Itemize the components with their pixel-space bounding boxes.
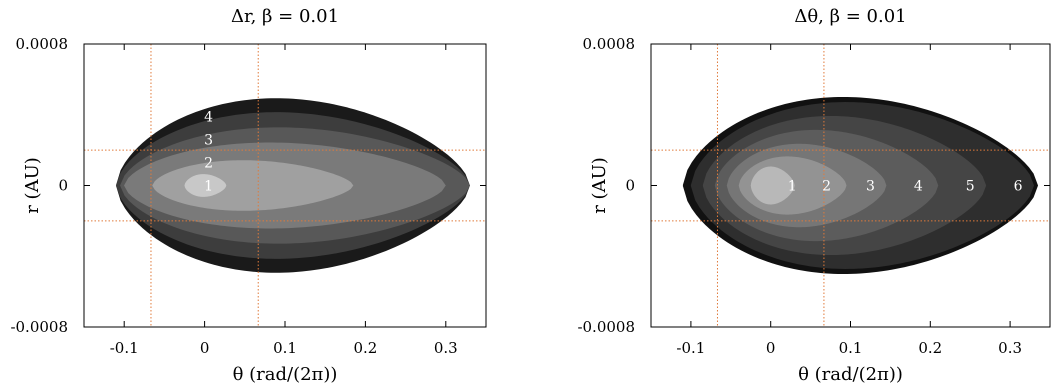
plot-area: 6 5 4 3 2 1	[84, 44, 486, 327]
x-tick-label: -0.1	[676, 339, 705, 357]
contour-label-4: 4	[204, 110, 213, 126]
contour-label-6: 6	[204, 64, 213, 80]
contour-label-5: 5	[204, 87, 213, 103]
y-tick-label: 0	[625, 177, 635, 195]
y-tick-label: 0	[58, 177, 68, 195]
x-axis-label: θ (rad/(2π))	[233, 364, 338, 385]
contour-label-4: 4	[914, 179, 923, 195]
y-tick-label: -0.0008	[10, 318, 68, 336]
x-tick-label: 0.3	[998, 339, 1022, 357]
contour-label-3: 3	[866, 179, 875, 195]
contour-label-2: 2	[204, 156, 213, 172]
contour-label-2: 2	[822, 179, 831, 195]
contour-region-2	[152, 160, 354, 211]
chart-title: Δr, β = 0.01	[231, 6, 339, 27]
contour-label-1: 1	[204, 179, 213, 195]
x-tick-label: 0	[766, 339, 776, 357]
x-tick-label: 0	[200, 339, 210, 357]
x-tick-label: 0.2	[918, 339, 942, 357]
plot-area: 1 2 3 4 5 6	[651, 44, 1050, 327]
chart-title: Δθ, β = 0.01	[794, 6, 906, 27]
chart-panel-1: 6 5 4 3 2 1 -0.1 0 0.1 0.2 0.3 -0.0008 0 0.0008 Δr, β …	[10, 6, 487, 385]
contour-label-5: 5	[966, 179, 975, 195]
contour-region-1	[750, 166, 795, 205]
y-axis-label: r (AU)	[589, 157, 610, 214]
x-axis-label: θ (rad/(2π))	[798, 364, 903, 385]
x-tick-label: -0.1	[110, 339, 139, 357]
contour-label-1: 1	[788, 179, 797, 195]
x-tick-label: 0.3	[434, 339, 458, 357]
y-tick-label: -0.0008	[577, 318, 635, 336]
contour-label-3: 3	[204, 133, 213, 149]
contour-region-1	[184, 174, 227, 197]
x-tick-label: 0.2	[353, 339, 377, 357]
x-tick-label: 0.1	[839, 339, 863, 357]
contour-label-6: 6	[1014, 179, 1023, 195]
chart-panel-2: 1 2 3 4 5 6 -0.1 0 0.1 0.2 0.3 -0.0008 0 0.0008 Δθ, β …	[577, 6, 1051, 385]
x-tick-label: 0.1	[273, 339, 297, 357]
y-axis-label: r (AU)	[22, 157, 43, 214]
y-tick-label: 0.0008	[16, 35, 69, 53]
y-tick-label: 0.0008	[583, 35, 636, 53]
